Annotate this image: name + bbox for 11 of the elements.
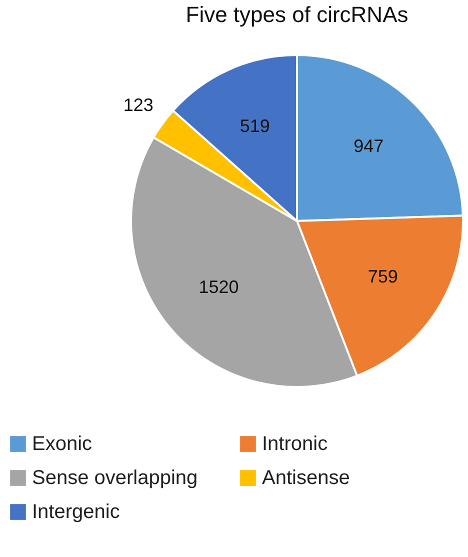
legend-label: Exonic <box>32 433 92 455</box>
chart-title: Five types of circRNAs <box>186 2 408 27</box>
legend-label: Sense overlapping <box>32 467 198 489</box>
data-label: 1520 <box>198 276 239 297</box>
data-label: 519 <box>240 116 270 136</box>
data-label: 123 <box>123 94 154 115</box>
legend-label: Intergenic <box>32 501 120 523</box>
legend-label: Intronic <box>262 433 328 455</box>
legend-label: Antisense <box>262 467 350 489</box>
data-label: 947 <box>354 136 384 156</box>
data-label: 759 <box>368 266 398 287</box>
